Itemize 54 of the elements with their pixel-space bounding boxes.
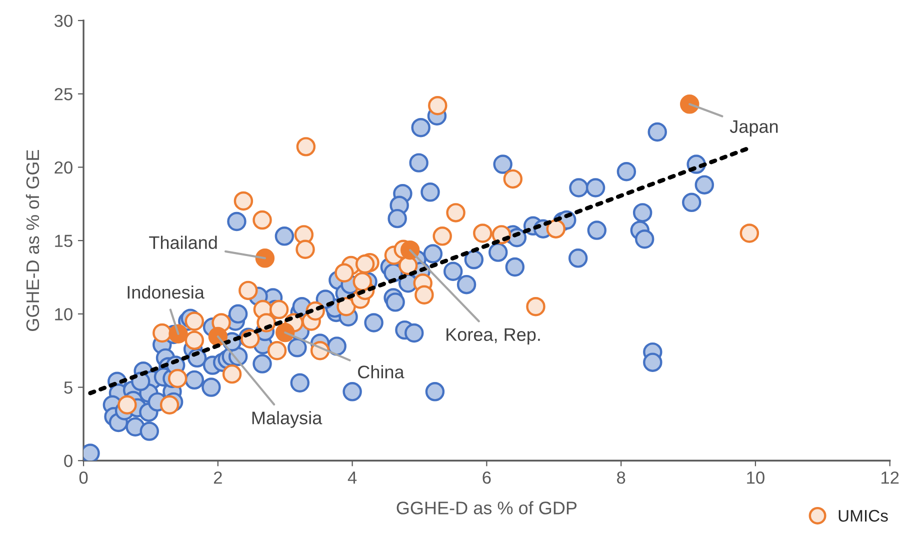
point [152,323,172,343]
x-tick-label: 8 [617,471,626,484]
y-tick-label: 15 [55,234,72,248]
annotation: China [358,365,404,378]
point [355,254,375,274]
y-tick-label: 25 [54,88,72,100]
y-tick-label: 10 [55,308,72,320]
point [222,364,242,384]
point [168,368,188,388]
annotation: Japan [730,120,778,137]
x-tick-label: 6 [482,471,491,484]
point [400,240,420,260]
point [546,219,566,238]
point [526,296,546,316]
point [275,322,295,342]
point [184,330,204,350]
x-tick-label: 2 [214,471,222,484]
x-axis-title: GGHE-D as % of GDP [396,501,577,514]
x-tick-label: 10 [747,471,764,484]
legend-label: UMICs [838,510,888,522]
y-tick-label: 5 [64,382,72,394]
point [234,191,254,211]
y-tick-label: 30 [54,14,72,27]
point [252,210,272,230]
y-axis-title: GGHE-D as % of GGE [26,150,40,331]
point [352,272,372,292]
point [296,240,315,259]
x-tick-label: 4 [348,472,357,484]
point [269,300,289,320]
point [267,340,287,360]
annotation: Korea, Rep. [446,328,540,345]
point [160,395,180,414]
annotation: Indonesia [128,285,204,299]
point [296,137,316,156]
point [740,224,760,243]
y-tick-label: 0 [64,454,72,468]
point [473,224,492,243]
annotation: Malaysia [252,411,322,428]
y-tick-label: 20 [54,161,72,174]
x-tick-label: 12 [882,471,899,484]
point [503,169,523,189]
point [168,324,188,344]
point [446,203,466,222]
point [680,94,700,114]
point [184,312,204,331]
point [432,226,452,246]
point [334,263,354,282]
point [238,280,258,300]
point [118,395,137,414]
point [428,96,448,116]
x-tick-label: 0 [79,471,88,484]
annotation: Thailand [149,236,217,250]
point [255,248,275,268]
point [414,285,434,304]
